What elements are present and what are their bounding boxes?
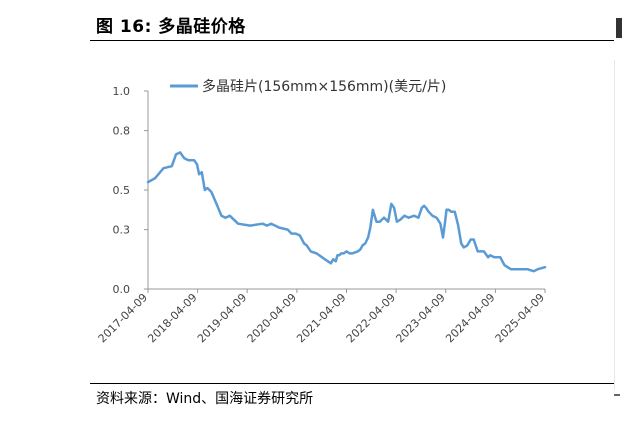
series-line: [146, 151, 547, 273]
x-tick-label: 2024-04-09: [443, 291, 497, 345]
y-tick-label: 1.0: [113, 85, 131, 98]
adjacent-figure-marker: [616, 18, 622, 38]
legend-label: 多晶硅片(156mm×156mm)(美元/片): [202, 78, 446, 95]
y-tick-label: 0.3: [113, 224, 131, 237]
x-tick-label: 2025-04-09: [493, 291, 547, 345]
figure-title: 图 16: 多晶硅价格: [96, 17, 246, 37]
y-tick-label: 0.8: [113, 125, 131, 138]
x-tick-label: 2023-04-09: [393, 291, 447, 345]
adjacent-figure-edge: [614, 60, 615, 390]
x-tick-label: 2017-04-09: [96, 291, 150, 345]
series-layer: [146, 151, 547, 273]
source-rule: [90, 383, 614, 384]
adjacent-figure-dot: [614, 394, 620, 396]
x-tick-label: 2018-04-09: [145, 291, 199, 345]
x-tick-label: 2019-04-09: [195, 291, 249, 345]
y-tick-label: 0.5: [113, 184, 131, 197]
title-rule: [90, 40, 614, 41]
legend: 多晶硅片(156mm×156mm)(美元/片): [170, 78, 446, 95]
x-tick-label: 2021-04-09: [294, 291, 348, 345]
y-tick-label: 0.0: [113, 283, 131, 296]
x-axis: 2017-04-092018-04-092019-04-092020-04-09…: [96, 288, 547, 345]
source-note: 资料来源：Wind、国海证券研究所: [96, 391, 314, 407]
x-tick-label: 2020-04-09: [245, 291, 299, 345]
y-axis: 0.0 0.3 0.5 0.8 1.0: [113, 85, 149, 296]
x-tick-label: 2022-04-09: [344, 291, 398, 345]
